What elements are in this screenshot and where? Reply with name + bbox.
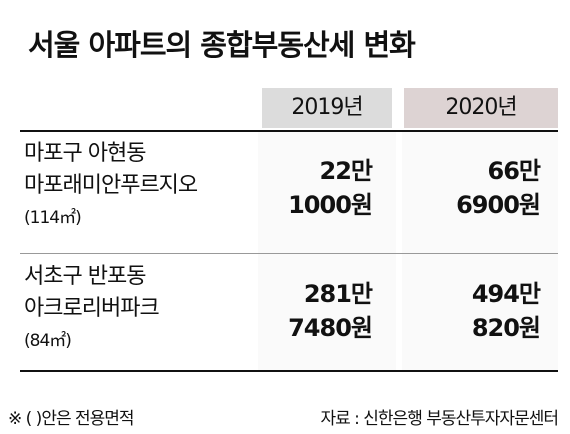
title: 서울 아파트의 종합부동산세 변화 <box>28 28 416 62</box>
header-cell: 2020년 <box>404 88 558 128</box>
value-line: 281만 <box>303 280 373 308</box>
value-line: 22만 <box>319 157 373 185</box>
column-bg <box>402 130 558 370</box>
rule <box>20 130 558 132</box>
value-cell: 281만 7480원 <box>222 277 373 345</box>
column-bg <box>258 130 396 370</box>
value-line: 494만 <box>471 280 541 308</box>
label-line: (114㎡) <box>24 208 82 228</box>
rule <box>20 370 558 372</box>
value-cell: 494만 820원 <box>390 277 541 345</box>
label-line: 서초구 반포동 <box>24 264 146 289</box>
source: 자료 : 신한은행 부동산투자자문센터 <box>320 409 559 429</box>
value-line: 7480원 <box>288 314 373 342</box>
rule <box>20 253 558 254</box>
footnote: ※ ( )안은 전용면적 <box>8 409 135 429</box>
value-line: 820원 <box>471 314 541 342</box>
value-line: 66만 <box>487 157 541 185</box>
header-cell: 2019년 <box>262 88 392 128</box>
label-line: 마포래미안푸르지오 <box>24 173 198 198</box>
label-line: 마포구 아현동 <box>24 141 146 166</box>
value-line: 6900원 <box>456 191 541 219</box>
value-line: 1000원 <box>288 191 373 219</box>
value-cell: 66만 6900원 <box>390 154 541 222</box>
label-line: (84㎡) <box>24 331 72 351</box>
value-cell: 22만 1000원 <box>222 154 373 222</box>
label-line: 아크로리버파크 <box>24 296 160 321</box>
